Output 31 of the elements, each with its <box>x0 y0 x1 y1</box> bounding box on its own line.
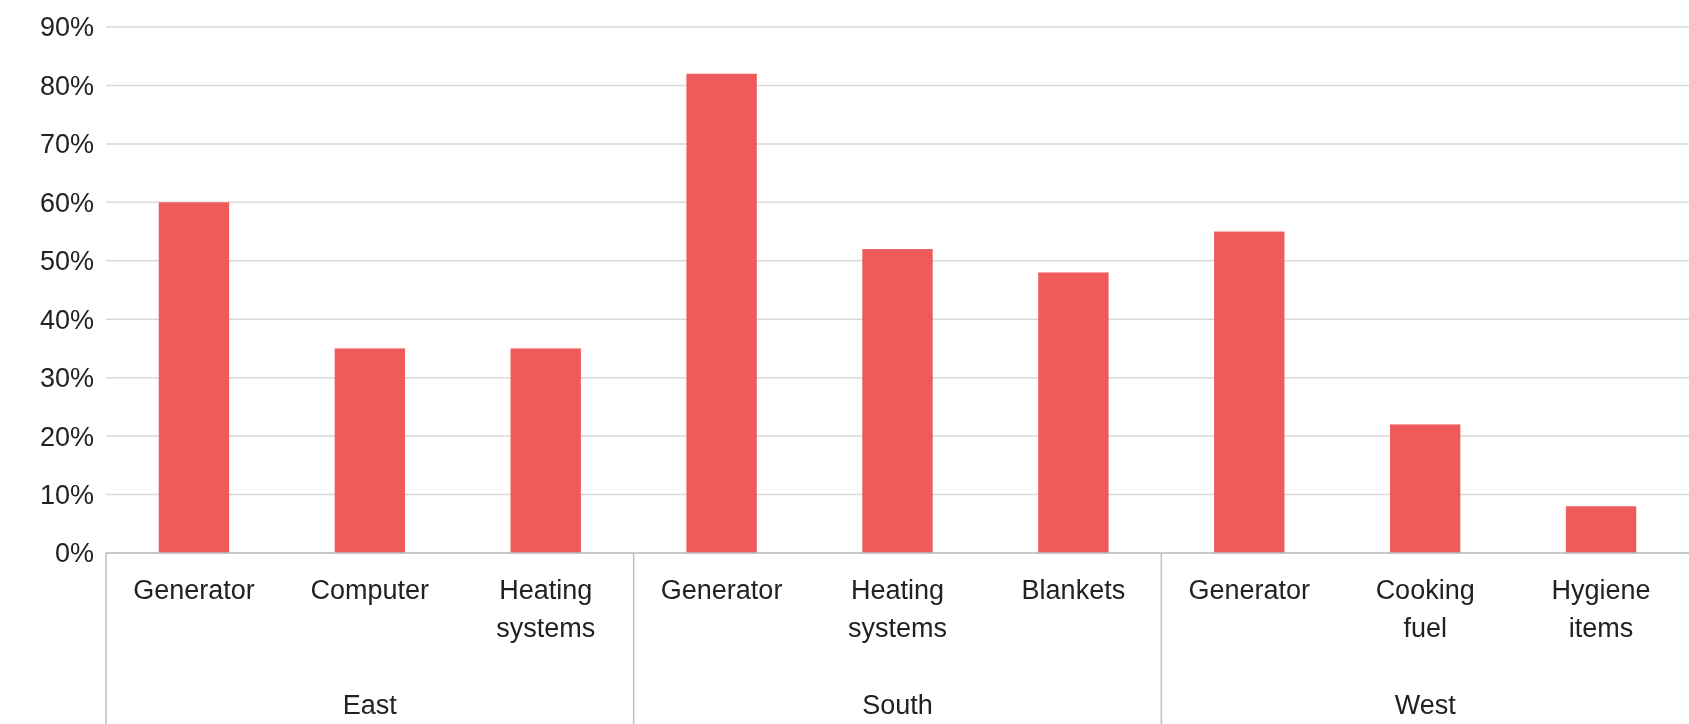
bar <box>1389 424 1461 553</box>
bar <box>686 73 757 553</box>
bar <box>862 249 933 553</box>
y-tick-label: 20% <box>39 421 94 452</box>
y-tick-label: 40% <box>39 304 94 335</box>
y-tick-label: 80% <box>39 70 94 101</box>
text: West <box>1394 690 1457 720</box>
x-tick-label: Blankets <box>1021 575 1126 605</box>
x-tick-label: Generator <box>1188 575 1311 605</box>
x-tick-label: Computer <box>310 575 430 605</box>
y-tick-label: 10% <box>39 480 94 511</box>
bar <box>510 348 581 553</box>
y-tick-label: 90% <box>39 12 94 43</box>
bar <box>1038 272 1109 553</box>
x-tick-label: Generator <box>133 575 255 605</box>
x-tick-label: Heating systems <box>496 575 596 643</box>
y-tick-label: 50% <box>39 246 94 277</box>
x-tick-label: Cooking fuel <box>1375 575 1475 643</box>
bar <box>334 348 406 553</box>
x-tick-label: Heating systems <box>847 575 948 643</box>
y-tick-label: 0% <box>54 538 94 569</box>
bar <box>158 202 230 553</box>
bar <box>1214 231 1285 553</box>
bar <box>1565 506 1637 553</box>
y-tick-label: 30% <box>39 363 94 394</box>
x-tick-label: Generator <box>660 575 783 605</box>
text: East <box>342 690 398 720</box>
x-tick-label: Hygiene items <box>1551 575 1651 643</box>
y-tick-label: 60% <box>39 187 94 218</box>
text: South <box>862 690 933 720</box>
y-tick-label: 70% <box>39 129 94 160</box>
